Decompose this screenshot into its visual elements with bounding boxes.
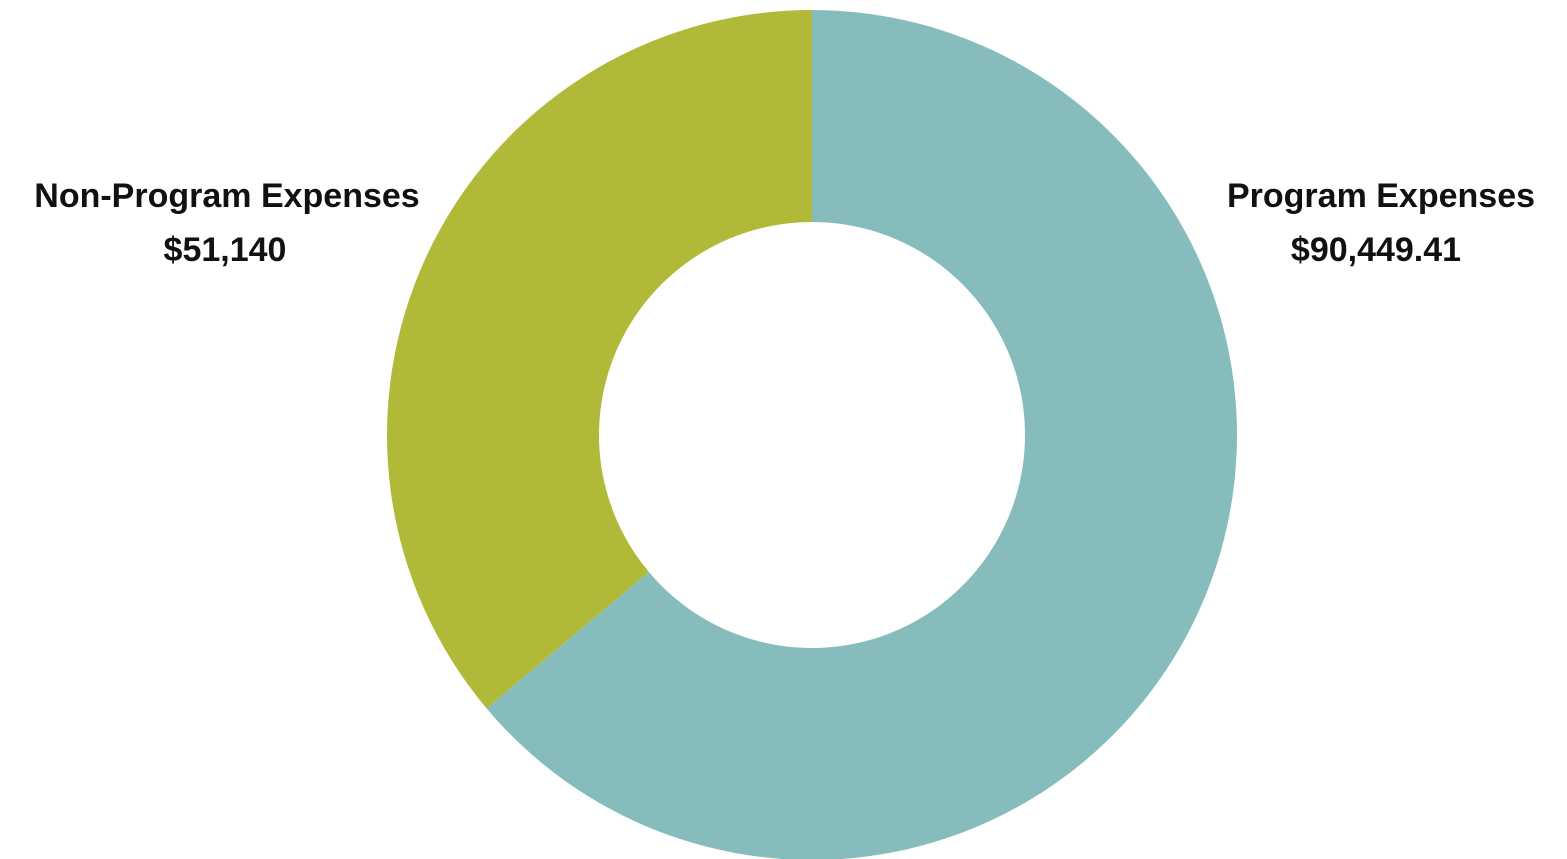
slice-label-program-value: $90,449.41 [1291, 231, 1461, 269]
slice-label-non-program-name: Non-Program Expenses [34, 177, 419, 215]
slice-program-expenses [486, 10, 1237, 859]
slice-label-program-name: Program Expenses [1227, 177, 1535, 215]
slice-label-program: Program Expenses $90,449.41 [1227, 177, 1535, 269]
slice-non-program-expenses [387, 10, 812, 709]
slice-label-non-program: Non-Program Expenses $51,140 [34, 177, 419, 269]
slice-label-non-program-value: $51,140 [164, 231, 287, 269]
donut-slices [387, 10, 1237, 859]
